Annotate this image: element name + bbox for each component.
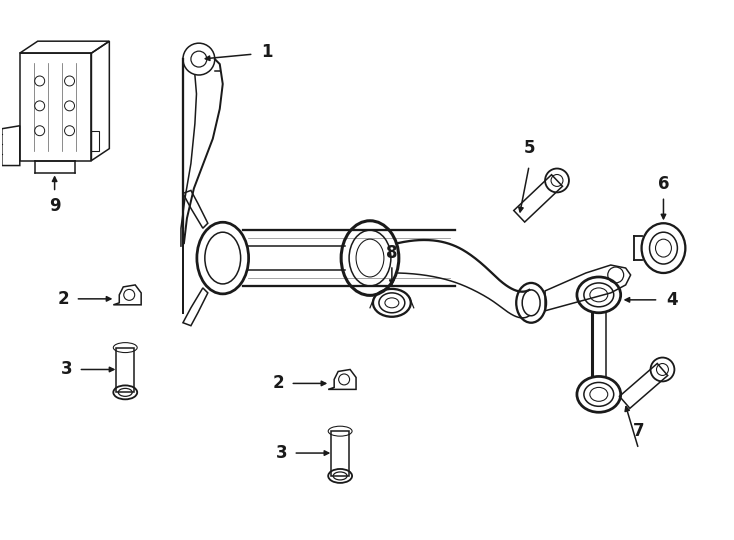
Text: 5: 5 [523,139,535,157]
Text: 4: 4 [666,291,678,309]
Text: 9: 9 [48,197,60,215]
Text: 3: 3 [276,444,287,462]
Text: 8: 8 [386,244,398,262]
Text: 3: 3 [61,361,73,379]
Text: 2: 2 [58,290,70,308]
Text: 2: 2 [272,374,284,393]
Text: 6: 6 [658,176,669,193]
Text: 1: 1 [261,43,272,61]
Text: 7: 7 [633,422,644,440]
